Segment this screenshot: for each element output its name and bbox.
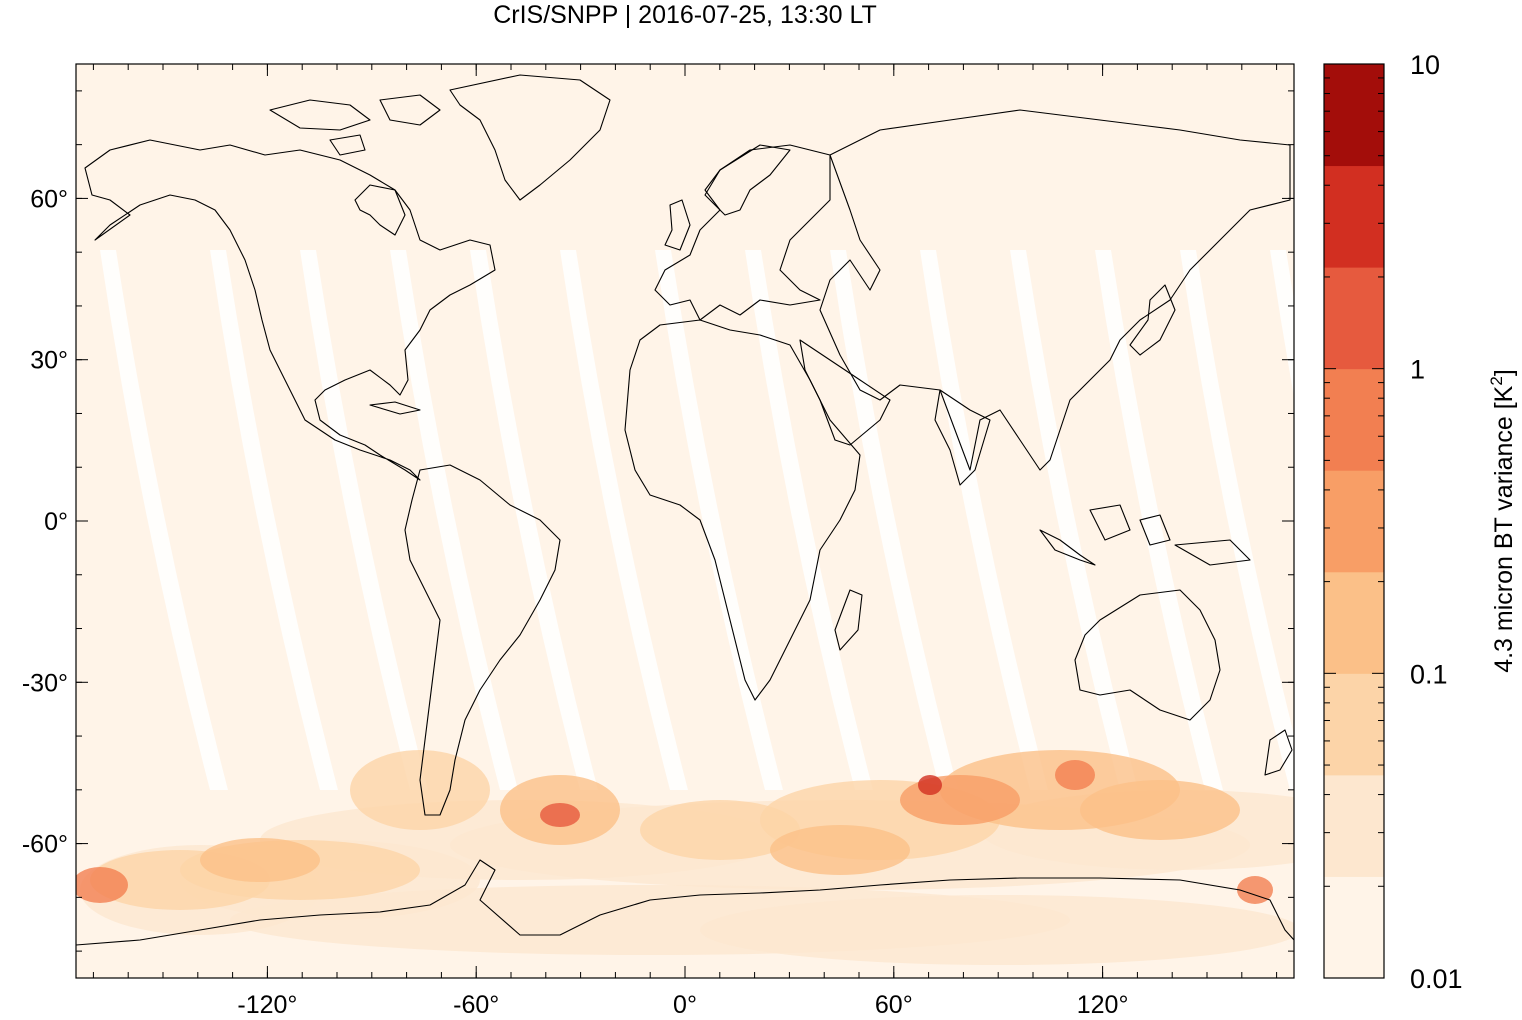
orbit-swath-gaps [100,250,1294,790]
coastline-cuba [369,401,421,415]
coastline-greenland [449,74,611,201]
colorbar-band [1324,876,1384,979]
coastline-asia [819,109,1291,471]
colorbar-band [1324,470,1384,573]
swath-gap [560,250,688,790]
colorbar-tick-label: 0.01 [1410,964,1463,994]
colorbar-band [1324,571,1384,674]
y-tick-label: -60° [22,831,68,859]
swath-gap [745,250,873,790]
x-tick-label: -60° [453,991,499,1019]
colorbar-tick-labels: 0.01 0.1 1 10 [1410,50,1463,994]
coastline-new-zealand [1264,729,1293,776]
minor-ticks [76,64,1294,978]
swath-gap [390,250,518,790]
coastlines [76,74,1294,946]
swath-gap [830,250,958,790]
colorbar-band [1324,165,1384,268]
variance-hotspot [900,775,1020,825]
swath-gap [1095,250,1223,790]
colorbar-band [1324,267,1384,370]
y-axis: 60° 30° 0° -30° -60° [22,185,1294,859]
x-tick-label: -120° [237,991,297,1019]
coastline-hudson-bay [354,184,406,236]
swath-gap [655,250,783,790]
coastline-antarctica [76,859,1294,946]
colorbar-band [1324,774,1384,877]
swath-gap [1180,250,1294,790]
coastline-south-america [404,464,561,816]
variance-hotspot [1055,760,1095,790]
x-tick-label: 60° [875,991,913,1019]
swath-gap [210,250,338,790]
variance-hotspot [350,750,490,830]
coastline-indonesia [1039,504,1251,566]
coastline-arctic-islands [269,94,441,156]
variance-hotspots [76,750,1294,965]
variance-hotspot [76,867,128,903]
swath-gap [920,250,1048,790]
chart-title: CrIS/SNPP | 2016-07-25, 13:30 LT [493,1,877,29]
colorbar: 0.01 0.1 1 10 4.3 micron BT variance [K2] [1323,50,1518,994]
colorbar-tick-label: 10 [1410,50,1440,80]
colorbar-band [1324,673,1384,776]
colorbar-tick-label: 1 [1410,355,1425,385]
colorbar-frame [1323,63,1385,979]
variance-hotspot [540,803,580,827]
coastline-uk [664,199,691,251]
x-tick-label: 0° [673,991,697,1019]
colorbar-ticks [1324,77,1384,979]
swath-gap [1010,250,1138,790]
y-tick-label: -30° [22,669,68,697]
variance-hotspot [918,775,942,795]
variance-hotspot [1080,780,1240,840]
x-tick-label: 120° [1077,991,1129,1019]
coastline-arabia [799,339,891,446]
coastline-madagascar [834,589,863,651]
y-tick-label: 0° [44,508,68,536]
variance-hotspot [770,825,910,875]
y-tick-label: 60° [30,185,68,213]
swath-gap [100,250,228,790]
variance-hotspot [200,838,320,882]
coastline-europe [654,144,831,321]
map-plot-area [76,64,1294,978]
colorbar-bands [1324,64,1384,979]
coastline-africa [624,319,861,701]
colorbar-band [1324,64,1384,167]
x-axis: -120° -60° 0° 60° 120° [237,64,1128,1019]
colorbar-tick-label: 0.1 [1410,659,1448,689]
swath-gap [470,250,598,790]
coastline-india [934,389,991,486]
coastline-japan [1129,284,1176,356]
coastline-scandinavia [704,144,791,216]
swath-gap [300,250,428,790]
coastline-australia [1074,589,1221,721]
variance-hotspot [1237,876,1273,904]
y-tick-label: 30° [30,347,68,375]
colorbar-title: 4.3 micron BT variance [K2] [1487,369,1518,673]
variance-hotspot [700,895,1294,965]
colorbar-band [1324,368,1384,471]
variance-hotspot [640,800,800,860]
